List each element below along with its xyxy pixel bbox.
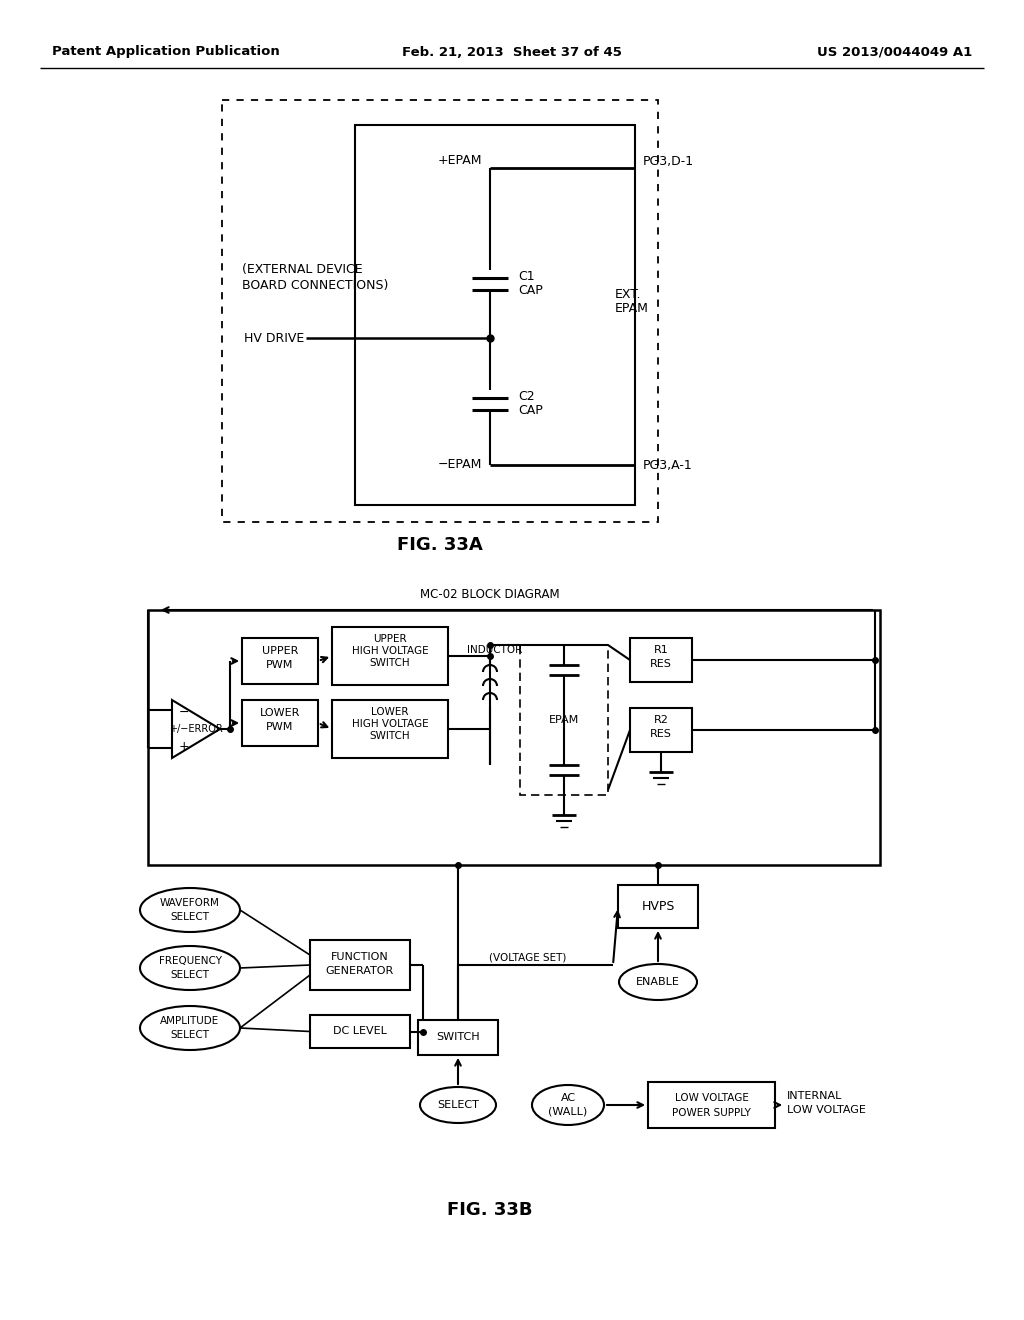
Text: EPAM: EPAM xyxy=(549,715,580,725)
Text: UPPER: UPPER xyxy=(262,645,298,656)
Text: GENERATOR: GENERATOR xyxy=(326,966,394,975)
Text: R2: R2 xyxy=(653,715,669,725)
Text: HV DRIVE: HV DRIVE xyxy=(244,331,304,345)
Text: EXT.: EXT. xyxy=(615,289,641,301)
Text: SELECT: SELECT xyxy=(171,1030,210,1040)
Text: (EXTERNAL DEVICE: (EXTERNAL DEVICE xyxy=(242,264,362,276)
Text: ENABLE: ENABLE xyxy=(636,977,680,987)
Text: CAP: CAP xyxy=(518,404,543,417)
Text: HVPS: HVPS xyxy=(641,900,675,913)
Text: LOW VOLTAGE: LOW VOLTAGE xyxy=(675,1093,749,1104)
Text: MC-02 BLOCK DIAGRAM: MC-02 BLOCK DIAGRAM xyxy=(420,589,560,602)
Text: SELECT: SELECT xyxy=(437,1100,479,1110)
Text: PWM: PWM xyxy=(266,722,294,733)
Text: INDUCTOR: INDUCTOR xyxy=(467,645,522,655)
Text: SWITCH: SWITCH xyxy=(370,657,411,668)
Text: R1: R1 xyxy=(653,645,669,655)
Text: +EPAM: +EPAM xyxy=(437,154,482,168)
Text: Patent Application Publication: Patent Application Publication xyxy=(52,45,280,58)
Text: HIGH VOLTAGE: HIGH VOLTAGE xyxy=(351,719,428,729)
Text: WAVEFORM: WAVEFORM xyxy=(160,898,220,908)
Text: RES: RES xyxy=(650,659,672,669)
Text: FIG. 33A: FIG. 33A xyxy=(397,536,483,554)
Text: FIG. 33B: FIG. 33B xyxy=(447,1201,532,1218)
Text: +: + xyxy=(178,739,189,752)
Text: DC LEVEL: DC LEVEL xyxy=(333,1027,387,1036)
Text: EPAM: EPAM xyxy=(615,302,649,315)
Text: CAP: CAP xyxy=(518,284,543,297)
Text: FREQUENCY: FREQUENCY xyxy=(159,956,221,966)
Text: SWITCH: SWITCH xyxy=(370,731,411,741)
Text: +/−ERROR: +/−ERROR xyxy=(169,723,223,734)
Text: PG3,D-1: PG3,D-1 xyxy=(643,154,694,168)
Text: C1: C1 xyxy=(518,269,535,282)
Text: LOWER: LOWER xyxy=(260,708,300,718)
Text: PWM: PWM xyxy=(266,660,294,671)
Text: US 2013/0044049 A1: US 2013/0044049 A1 xyxy=(817,45,972,58)
Text: (VOLTAGE SET): (VOLTAGE SET) xyxy=(489,952,566,962)
Text: BOARD CONNECTIONS): BOARD CONNECTIONS) xyxy=(242,279,388,292)
Text: RES: RES xyxy=(650,729,672,739)
Text: UPPER: UPPER xyxy=(373,634,407,644)
Text: (WALL): (WALL) xyxy=(549,1107,588,1117)
Text: LOWER: LOWER xyxy=(372,708,409,717)
Text: −EPAM: −EPAM xyxy=(437,458,482,471)
Text: INTERNAL: INTERNAL xyxy=(787,1092,843,1101)
Text: SWITCH: SWITCH xyxy=(436,1032,480,1043)
Text: Feb. 21, 2013  Sheet 37 of 45: Feb. 21, 2013 Sheet 37 of 45 xyxy=(402,45,622,58)
Text: −: − xyxy=(179,705,189,718)
Text: POWER SUPPLY: POWER SUPPLY xyxy=(672,1107,751,1118)
Text: AMPLITUDE: AMPLITUDE xyxy=(161,1016,219,1026)
Text: PG3,A-1: PG3,A-1 xyxy=(643,458,693,471)
Text: SELECT: SELECT xyxy=(171,912,210,921)
Text: HIGH VOLTAGE: HIGH VOLTAGE xyxy=(351,645,428,656)
Text: AC: AC xyxy=(560,1093,575,1104)
Text: C2: C2 xyxy=(518,389,535,403)
Text: SELECT: SELECT xyxy=(171,970,210,979)
Text: FUNCTION: FUNCTION xyxy=(331,952,389,962)
Text: LOW VOLTAGE: LOW VOLTAGE xyxy=(787,1105,866,1115)
